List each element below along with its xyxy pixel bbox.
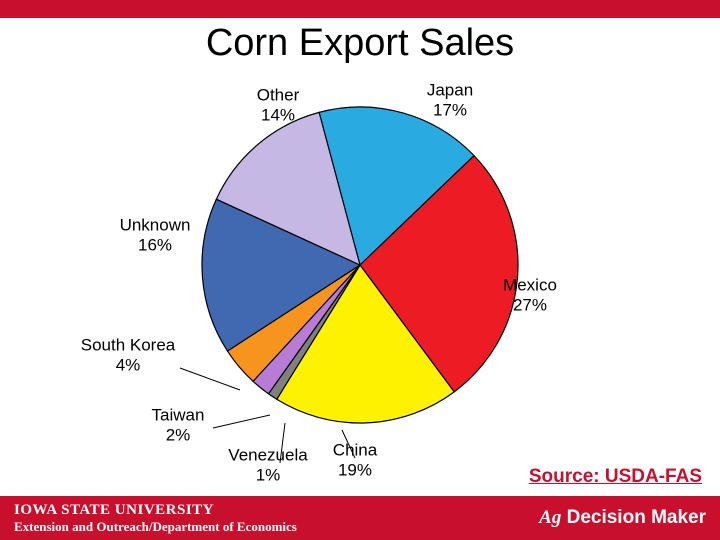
brand-ag: Ag	[539, 507, 561, 528]
label-south-korea: South Korea4%	[81, 335, 176, 374]
source-text: Source: USDA-FAS	[529, 466, 702, 488]
brand-dm: Decision Maker	[561, 507, 706, 528]
pie-chart: Japan17%Mexico27%China19%Venezuela1%Taiw…	[0, 65, 720, 465]
label-venezuela: Venezuela1%	[228, 445, 307, 484]
label-china: China19%	[333, 440, 377, 479]
department-name: Extension and Outreach/Department of Eco…	[14, 519, 297, 535]
label-taiwan: Taiwan2%	[152, 405, 205, 444]
pie-svg	[200, 105, 520, 425]
label-unknown: Unknown16%	[120, 215, 191, 254]
university-name: IOWA STATE UNIVERSITY	[14, 502, 297, 519]
header-bar	[0, 0, 720, 18]
label-japan: Japan17%	[427, 80, 473, 119]
footer-left: IOWA STATE UNIVERSITY Extension and Outr…	[14, 502, 297, 535]
label-mexico: Mexico27%	[503, 275, 557, 314]
page-title: Corn Export Sales	[0, 22, 720, 65]
footer-brand: Ag Decision Maker	[539, 507, 706, 529]
label-other: Other14%	[257, 85, 300, 124]
footer-bar: IOWA STATE UNIVERSITY Extension and Outr…	[0, 496, 720, 540]
